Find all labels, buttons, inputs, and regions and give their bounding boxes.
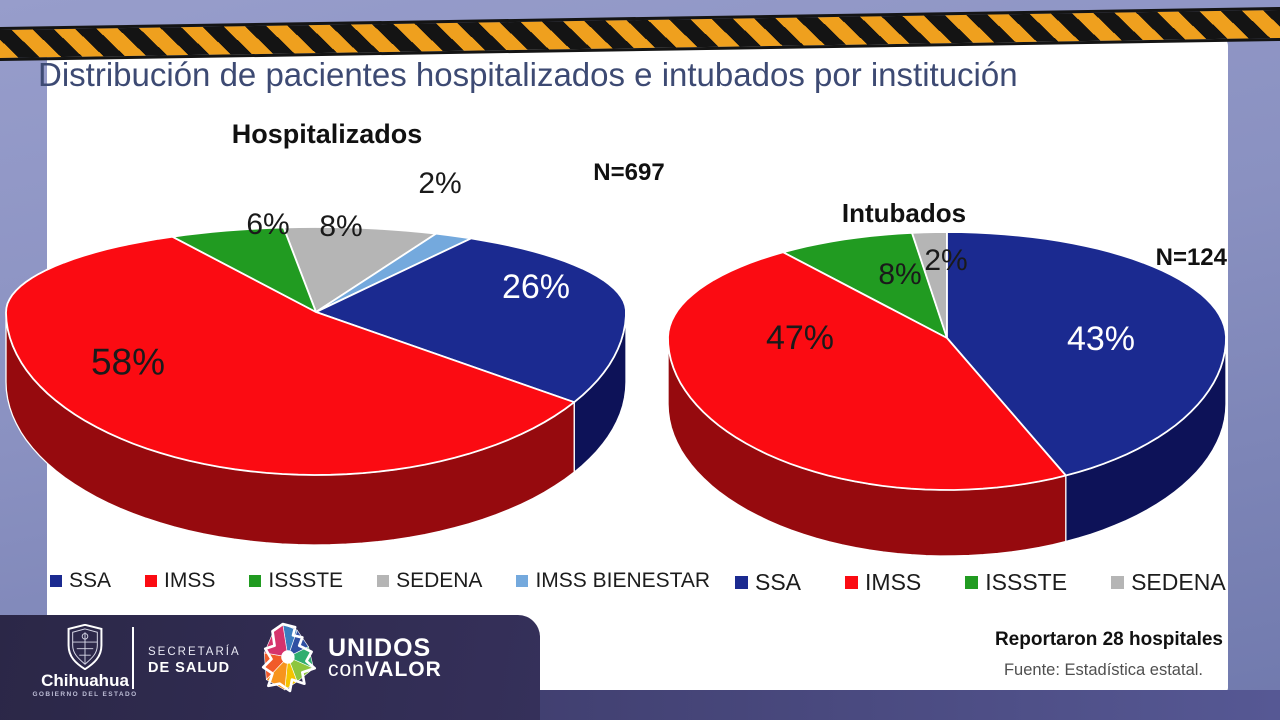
legend-item-ssa: SSA — [50, 569, 111, 593]
legend-label: SEDENA — [396, 569, 483, 592]
legend-intubados: SSA IMSS ISSSTE SEDENA — [735, 569, 1226, 596]
legend-marker — [50, 575, 62, 587]
legend-item-issste: ISSSTE — [249, 569, 343, 593]
footer-panel: Chihuahua GOBIERNO DEL ESTADO SECRETARÍA… — [0, 615, 540, 720]
legend-marker — [845, 576, 859, 589]
legend-item-imss: IMSS — [845, 569, 921, 596]
legend-marker — [516, 575, 529, 587]
source-note: Fuente: Estadística estatal. — [1003, 661, 1203, 679]
footer-divider — [132, 627, 134, 689]
sample-size-hospitalizados: N=697 — [593, 159, 665, 186]
legend-marker — [145, 575, 158, 587]
secretaria-label: SECRETARÍA — [148, 646, 241, 658]
unidos-label: UNIDOS — [328, 634, 432, 662]
con-valor-label: conVALOR — [328, 658, 442, 682]
unidos-con-valor-state-map-icon — [261, 622, 316, 693]
valor-label: VALOR — [364, 658, 442, 681]
legend-label: SSA — [69, 569, 112, 592]
legend-item-ssa: SSA — [735, 569, 801, 596]
legend-label: SEDENA — [1131, 569, 1226, 595]
legend-marker — [249, 575, 262, 587]
legend-marker — [377, 575, 390, 587]
legend-item-imss-bienestar: IMSS BIENESTAR — [516, 569, 710, 593]
legend-item-sedena: SEDENA — [377, 569, 482, 593]
gobierno-del-estado-label: GOBIERNO DEL ESTADO — [32, 691, 138, 698]
page-title: Distribución de pacientes hospitalizados… — [38, 56, 1018, 93]
con-label: con — [328, 658, 365, 681]
legend-label: IMSS BIENESTAR — [535, 569, 711, 592]
legend-label: ISSSTE — [985, 569, 1068, 595]
de-salud-label: DE SALUD — [148, 660, 231, 676]
legend-label: IMSS — [164, 569, 216, 592]
chihuahua-shield-icon — [67, 624, 103, 670]
legend-item-sedena: SEDENA — [1111, 569, 1226, 596]
legend-marker — [1111, 576, 1125, 589]
reported-hospitals-note: Reportaron 28 hospitales — [994, 629, 1223, 650]
legend-item-issste: ISSSTE — [965, 569, 1067, 596]
chihuahua-wordmark: Chihuahua — [41, 671, 129, 690]
legend-label: IMSS — [865, 569, 922, 595]
legend-label: ISSSTE — [268, 569, 344, 592]
chart-title-intubados: Intubados — [841, 198, 967, 228]
legend-marker — [965, 576, 979, 589]
legend-item-imss: IMSS — [145, 569, 215, 593]
chart-title-hospitalizados: Hospitalizados — [231, 119, 423, 149]
sample-size-intubados: N=124 — [1155, 244, 1227, 271]
legend-hospitalizados: SSA IMSS ISSSTE SEDENA IMSS BIENESTAR — [50, 569, 710, 593]
legend-marker — [735, 576, 748, 589]
legend-label: SSA — [755, 569, 802, 595]
